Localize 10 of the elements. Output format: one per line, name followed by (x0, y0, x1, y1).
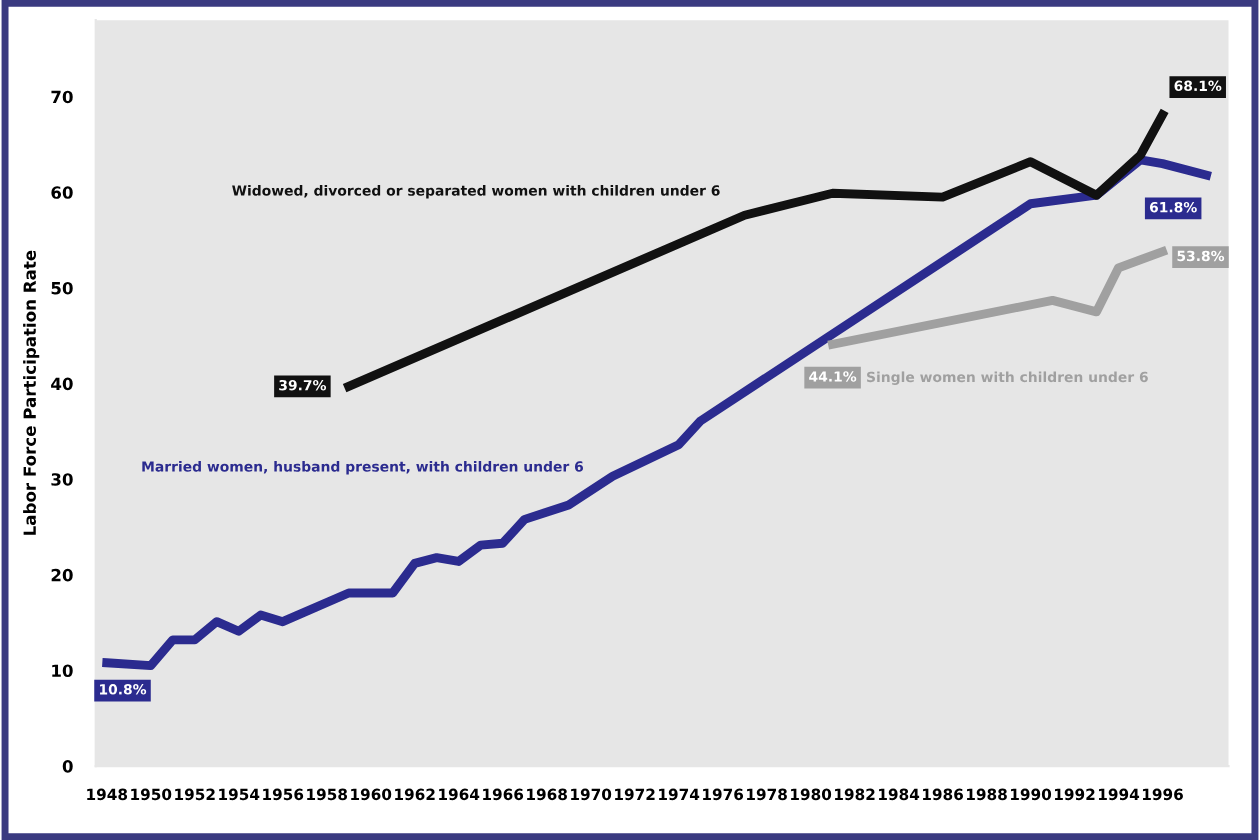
y-tick-label: 0 (62, 760, 73, 773)
y-tick-label: 10 (52, 664, 73, 678)
y-axis-title: Labor Force Participation Rate (23, 250, 40, 535)
y-tick-label: 50 (51, 281, 73, 295)
y-tick-label: 70 (51, 90, 73, 104)
y-tick-label: 30 (51, 473, 73, 486)
y-tick-label: 40 (51, 377, 73, 391)
y-tick-label: 20 (51, 568, 73, 582)
y-tick-label: 60 (51, 186, 73, 199)
line-series (828, 247, 1167, 349)
